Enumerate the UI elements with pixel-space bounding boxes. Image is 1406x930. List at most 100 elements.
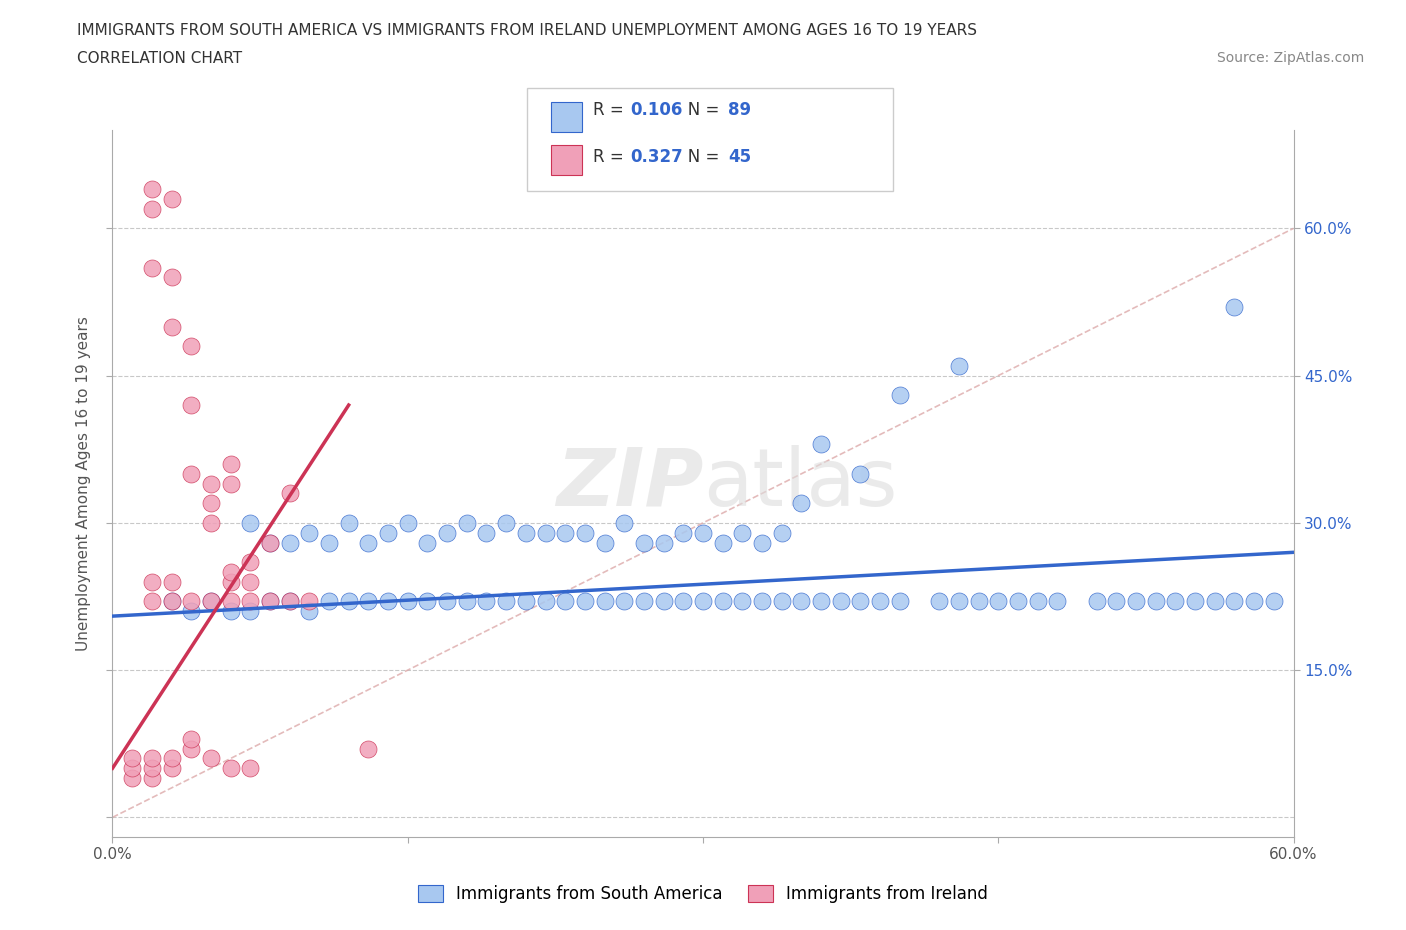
Point [436,525,458,540]
Text: CORRELATION CHART: CORRELATION CHART [77,51,242,66]
Point [1105,594,1128,609]
Point [357,535,380,550]
Point [160,192,183,206]
Point [967,594,990,609]
Point [180,466,202,481]
Point [141,751,163,766]
Point [456,594,478,609]
Point [141,260,163,275]
Text: 89: 89 [728,101,751,119]
Point [141,575,163,590]
Text: R =: R = [593,101,630,119]
Point [180,398,202,413]
Text: N =: N = [672,148,724,166]
Point [633,535,655,550]
Point [396,515,419,530]
Point [239,515,262,530]
Point [574,594,596,609]
Point [200,515,222,530]
Point [180,594,202,609]
Point [593,535,616,550]
Point [298,525,321,540]
Point [613,594,636,609]
Point [711,594,734,609]
Text: Source: ZipAtlas.com: Source: ZipAtlas.com [1216,51,1364,65]
Point [751,535,773,550]
Point [180,741,202,756]
Point [475,525,498,540]
Text: 45: 45 [728,148,751,166]
Point [672,594,695,609]
Point [554,594,576,609]
Point [180,604,202,618]
Text: 0.106: 0.106 [630,101,682,119]
Point [141,771,163,786]
Point [219,575,242,590]
Point [141,761,163,776]
Point [613,515,636,530]
Point [200,594,222,609]
Point [534,594,557,609]
Point [278,486,301,501]
Point [692,525,714,540]
Point [239,604,262,618]
Point [357,741,380,756]
Point [1144,594,1167,609]
Point [337,594,360,609]
Point [239,554,262,569]
Point [219,594,242,609]
Point [633,594,655,609]
Point [259,594,281,609]
Text: 0.327: 0.327 [630,148,683,166]
Point [180,731,202,746]
Point [1046,594,1069,609]
Point [790,594,813,609]
Point [259,535,281,550]
Point [1184,594,1206,609]
Point [810,594,832,609]
Point [1223,299,1246,314]
Point [160,270,183,285]
Point [495,515,517,530]
Point [160,319,183,334]
Point [731,594,754,609]
Point [948,594,970,609]
Point [515,594,537,609]
Text: IMMIGRANTS FROM SOUTH AMERICA VS IMMIGRANTS FROM IRELAND UNEMPLOYMENT AMONG AGES: IMMIGRANTS FROM SOUTH AMERICA VS IMMIGRA… [77,23,977,38]
Point [554,525,576,540]
Point [141,201,163,216]
Point [849,466,872,481]
Point [318,535,340,550]
Point [672,525,695,540]
Point [495,594,517,609]
Point [377,594,399,609]
Point [278,535,301,550]
Point [160,751,183,766]
Point [1204,594,1226,609]
Point [889,388,911,403]
Point [711,535,734,550]
Point [751,594,773,609]
Point [1263,594,1285,609]
Point [141,594,163,609]
Point [160,594,183,609]
Point [298,594,321,609]
Point [239,594,262,609]
Point [948,358,970,373]
Point [200,594,222,609]
Point [1164,594,1187,609]
Y-axis label: Unemployment Among Ages 16 to 19 years: Unemployment Among Ages 16 to 19 years [76,316,91,651]
Point [1007,594,1029,609]
Point [1223,594,1246,609]
Point [200,496,222,511]
Point [534,525,557,540]
Point [160,761,183,776]
Point [1085,594,1108,609]
Point [515,525,537,540]
Point [298,604,321,618]
Point [593,594,616,609]
Point [377,525,399,540]
Point [121,771,143,786]
Point [278,594,301,609]
Point [219,604,242,618]
